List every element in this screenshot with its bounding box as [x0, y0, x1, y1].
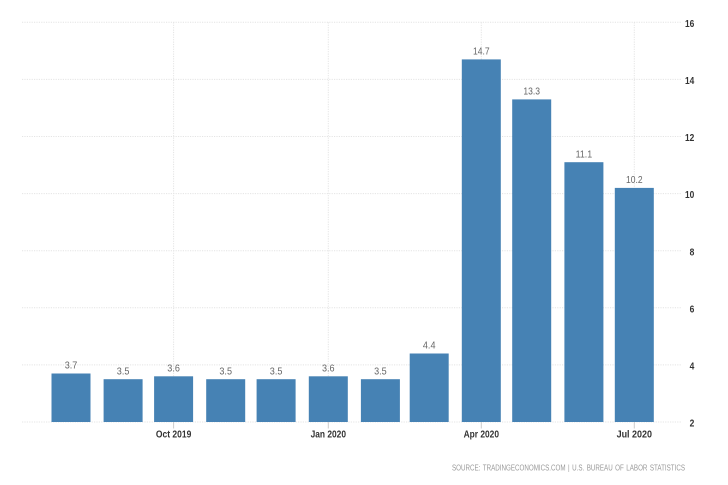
svg-text:12: 12: [685, 133, 695, 144]
svg-text:SOURCE: TRADINGECONOMICS.COM |: SOURCE: TRADINGECONOMICS.COM | U.S. BURE…: [452, 463, 685, 473]
svg-text:3.7: 3.7: [65, 361, 78, 372]
svg-text:3.5: 3.5: [117, 366, 130, 377]
svg-text:3.6: 3.6: [322, 363, 335, 374]
svg-text:3.5: 3.5: [270, 366, 283, 377]
svg-text:3.6: 3.6: [167, 363, 180, 374]
svg-text:Apr 2020: Apr 2020: [464, 430, 500, 441]
svg-text:8: 8: [690, 247, 695, 258]
svg-text:4: 4: [690, 362, 695, 373]
svg-text:2: 2: [690, 419, 695, 430]
svg-text:6: 6: [690, 304, 695, 315]
svg-text:3.5: 3.5: [374, 366, 387, 377]
svg-text:14: 14: [685, 76, 695, 87]
svg-text:16: 16: [685, 19, 695, 30]
svg-text:11.1: 11.1: [576, 149, 593, 160]
svg-text:Jan 2020: Jan 2020: [311, 430, 347, 441]
svg-text:3.5: 3.5: [219, 366, 232, 377]
svg-text:Jul 2020: Jul 2020: [617, 430, 653, 441]
svg-text:4.4: 4.4: [423, 341, 436, 352]
svg-text:14.7: 14.7: [473, 47, 490, 58]
svg-text:10.2: 10.2: [626, 175, 643, 186]
svg-text:Oct 2019: Oct 2019: [156, 430, 192, 441]
svg-text:13.3: 13.3: [523, 87, 540, 98]
svg-text:10: 10: [685, 190, 695, 201]
